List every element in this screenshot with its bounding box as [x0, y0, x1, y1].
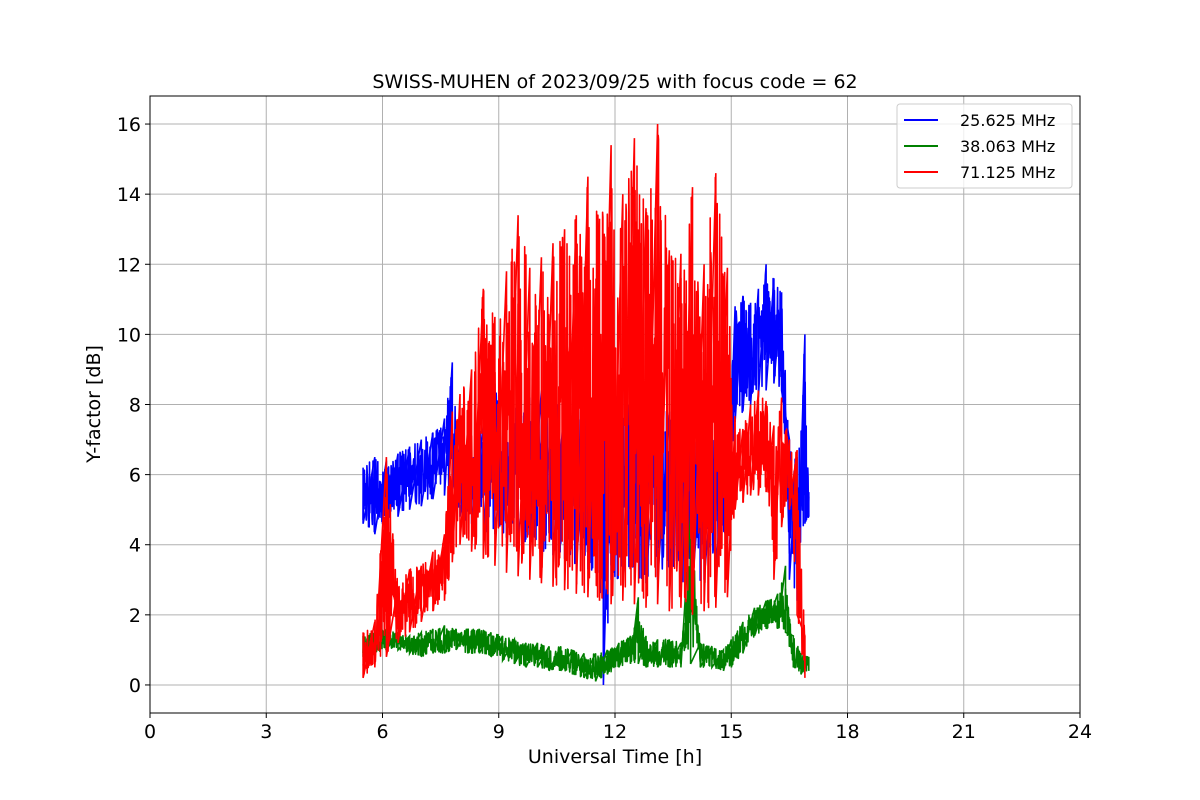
series-layer: [362, 123, 810, 686]
legend: 25.625 MHz 38.063 MHz 71.125 MHz: [896, 103, 1073, 189]
y-tick-label: 8: [129, 395, 141, 417]
x-tick-label: 3: [260, 721, 272, 743]
x-tick-label: 12: [603, 721, 627, 743]
x-tick-label: 21: [952, 721, 976, 743]
legend-label-3: 71.125 MHz: [960, 163, 1055, 182]
y-tick-label: 6: [129, 465, 141, 487]
y-tick-label: 2: [129, 605, 141, 627]
series-spikes-1: [362, 264, 810, 686]
x-tick-label: 18: [835, 721, 859, 743]
y-tick-label: 0: [129, 675, 141, 697]
y-axis-label: Y-factor [dB]: [83, 345, 105, 464]
legend-label-2: 38.063 MHz: [960, 137, 1055, 156]
legend-label-1: 25.625 MHz: [960, 111, 1055, 130]
x-tick-label: 9: [493, 721, 505, 743]
x-tick-label: 0: [144, 721, 156, 743]
y-tick-label: 4: [129, 535, 141, 557]
series-spikes-3: [362, 123, 806, 679]
x-tick-label: 24: [1068, 721, 1092, 743]
y-tick-label: 16: [117, 114, 141, 136]
x-tick-label: 15: [719, 721, 743, 743]
x-tick-label: 6: [376, 721, 388, 743]
y-tick-label: 10: [117, 324, 141, 346]
x-axis-label: Universal Time [h]: [528, 746, 702, 768]
legend-box: [896, 103, 1073, 189]
y-tick-label: 12: [117, 254, 141, 276]
y-tick-label: 14: [117, 184, 141, 206]
series-spikes-2: [362, 513, 810, 682]
chart-title: SWISS-MUHEN of 2023/09/25 with focus cod…: [372, 71, 857, 93]
